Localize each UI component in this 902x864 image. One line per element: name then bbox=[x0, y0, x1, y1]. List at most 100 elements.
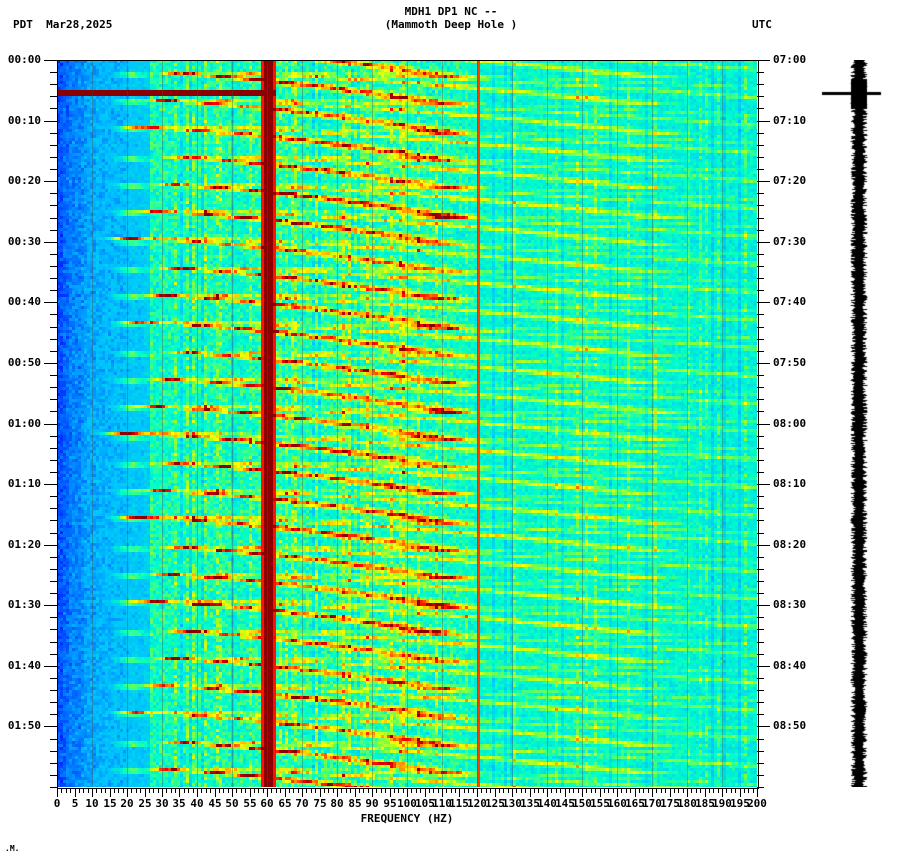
freq-major-tick bbox=[477, 788, 478, 797]
axis-minor-tick bbox=[50, 533, 57, 534]
freq-label: 100 bbox=[397, 797, 417, 810]
axis-minor-tick bbox=[757, 508, 764, 509]
axis-minor-tick bbox=[50, 266, 57, 267]
freq-major-tick bbox=[57, 788, 58, 797]
freq-minor-tick bbox=[136, 788, 137, 793]
axis-major-tick bbox=[44, 60, 57, 61]
freq-minor-tick bbox=[718, 788, 719, 793]
freq-major-tick bbox=[547, 788, 548, 797]
freq-label: 130 bbox=[502, 797, 522, 810]
axis-minor-tick bbox=[757, 157, 764, 158]
spectrogram-plot[interactable] bbox=[57, 60, 757, 787]
axis-minor-tick bbox=[757, 448, 764, 449]
freq-minor-tick bbox=[748, 788, 749, 793]
freq-minor-tick bbox=[381, 788, 382, 793]
freq-major-tick bbox=[390, 788, 391, 797]
axis-minor-tick bbox=[757, 327, 764, 328]
axis-minor-tick bbox=[50, 411, 57, 412]
axis-minor-tick bbox=[50, 581, 57, 582]
freq-minor-tick bbox=[608, 788, 609, 793]
axis-minor-tick bbox=[757, 387, 764, 388]
freq-minor-tick bbox=[429, 788, 430, 793]
freq-minor-tick bbox=[276, 788, 277, 793]
freq-minor-tick bbox=[149, 788, 150, 793]
frequency-axis: 0 5 10 15 20 25 30 35 40 45 50 55 60 65 70 75 80 85 90 95 10… bbox=[54, 788, 767, 828]
axis-minor-tick bbox=[50, 629, 57, 630]
freq-minor-tick bbox=[433, 788, 434, 793]
freq-minor-tick bbox=[66, 788, 67, 793]
axis-minor-tick bbox=[50, 593, 57, 594]
freq-label: 95 bbox=[383, 797, 397, 810]
axis-major-tick bbox=[757, 121, 770, 122]
freq-label: 190 bbox=[712, 797, 732, 810]
axis-major-tick bbox=[757, 363, 770, 364]
utc-time-label: 08:40 bbox=[773, 659, 807, 672]
freq-minor-tick bbox=[648, 788, 649, 793]
freq-major-tick bbox=[232, 788, 233, 797]
axis-minor-tick bbox=[50, 205, 57, 206]
freq-minor-tick bbox=[341, 788, 342, 793]
axis-minor-tick bbox=[50, 678, 57, 679]
freq-minor-tick bbox=[626, 788, 627, 793]
header-left-timezone-date: PDT Mar28,2025 bbox=[13, 18, 113, 31]
freq-major-tick bbox=[179, 788, 180, 797]
axis-minor-tick bbox=[50, 387, 57, 388]
freq-minor-tick bbox=[700, 788, 701, 793]
freq-minor-tick bbox=[359, 788, 360, 793]
freq-minor-tick bbox=[298, 788, 299, 793]
freq-minor-tick bbox=[538, 788, 539, 793]
pdt-time-label: 00:40 bbox=[7, 295, 41, 308]
freq-minor-tick bbox=[315, 788, 316, 793]
freq-minor-tick bbox=[289, 788, 290, 793]
freq-minor-tick bbox=[188, 788, 189, 793]
freq-minor-tick bbox=[254, 788, 255, 793]
frequency-axis-title: FREQUENCY (HZ) bbox=[360, 812, 454, 825]
axis-major-tick bbox=[757, 666, 770, 667]
freq-major-tick bbox=[512, 788, 513, 797]
axis-minor-tick bbox=[50, 763, 57, 764]
axis-major-tick bbox=[44, 121, 57, 122]
freq-label: 85 bbox=[348, 797, 362, 810]
axis-minor-tick bbox=[757, 678, 764, 679]
axis-minor-tick bbox=[50, 714, 57, 715]
axis-minor-tick bbox=[757, 278, 764, 279]
freq-minor-tick bbox=[744, 788, 745, 793]
freq-minor-tick bbox=[503, 788, 504, 793]
freq-major-tick bbox=[530, 788, 531, 797]
freq-minor-tick bbox=[403, 788, 404, 793]
seismogram-trace bbox=[818, 60, 898, 787]
freq-minor-tick bbox=[678, 788, 679, 793]
axis-major-tick bbox=[44, 302, 57, 303]
pdt-time-label: 00:30 bbox=[7, 235, 41, 248]
freq-minor-tick bbox=[665, 788, 666, 793]
freq-major-tick bbox=[425, 788, 426, 797]
freq-label: 155 bbox=[590, 797, 610, 810]
freq-minor-tick bbox=[241, 788, 242, 793]
pdt-time-label: 01:20 bbox=[7, 538, 41, 551]
axis-minor-tick bbox=[50, 290, 57, 291]
utc-time-label: 08:00 bbox=[773, 417, 807, 430]
axis-minor-tick bbox=[757, 702, 764, 703]
axis-minor-tick bbox=[50, 508, 57, 509]
spectrogram-canvas[interactable] bbox=[57, 60, 757, 787]
freq-minor-tick bbox=[83, 788, 84, 793]
freq-minor-tick bbox=[236, 788, 237, 793]
freq-minor-tick bbox=[311, 788, 312, 793]
freq-minor-tick bbox=[175, 788, 176, 793]
freq-label: 60 bbox=[260, 797, 274, 810]
axis-minor-tick bbox=[757, 690, 764, 691]
freq-minor-tick bbox=[394, 788, 395, 793]
axis-major-tick bbox=[44, 242, 57, 243]
freq-minor-tick bbox=[114, 788, 115, 793]
axis-minor-tick bbox=[757, 714, 764, 715]
axis-major-tick bbox=[44, 484, 57, 485]
pdt-time-label: 01:10 bbox=[7, 477, 41, 490]
freq-label: 20 bbox=[120, 797, 134, 810]
pdt-time-label: 01:50 bbox=[7, 719, 41, 732]
freq-minor-tick bbox=[70, 788, 71, 793]
freq-minor-tick bbox=[674, 788, 675, 793]
axis-minor-tick bbox=[757, 593, 764, 594]
freq-minor-tick bbox=[79, 788, 80, 793]
freq-major-tick bbox=[740, 788, 741, 797]
freq-minor-tick bbox=[363, 788, 364, 793]
